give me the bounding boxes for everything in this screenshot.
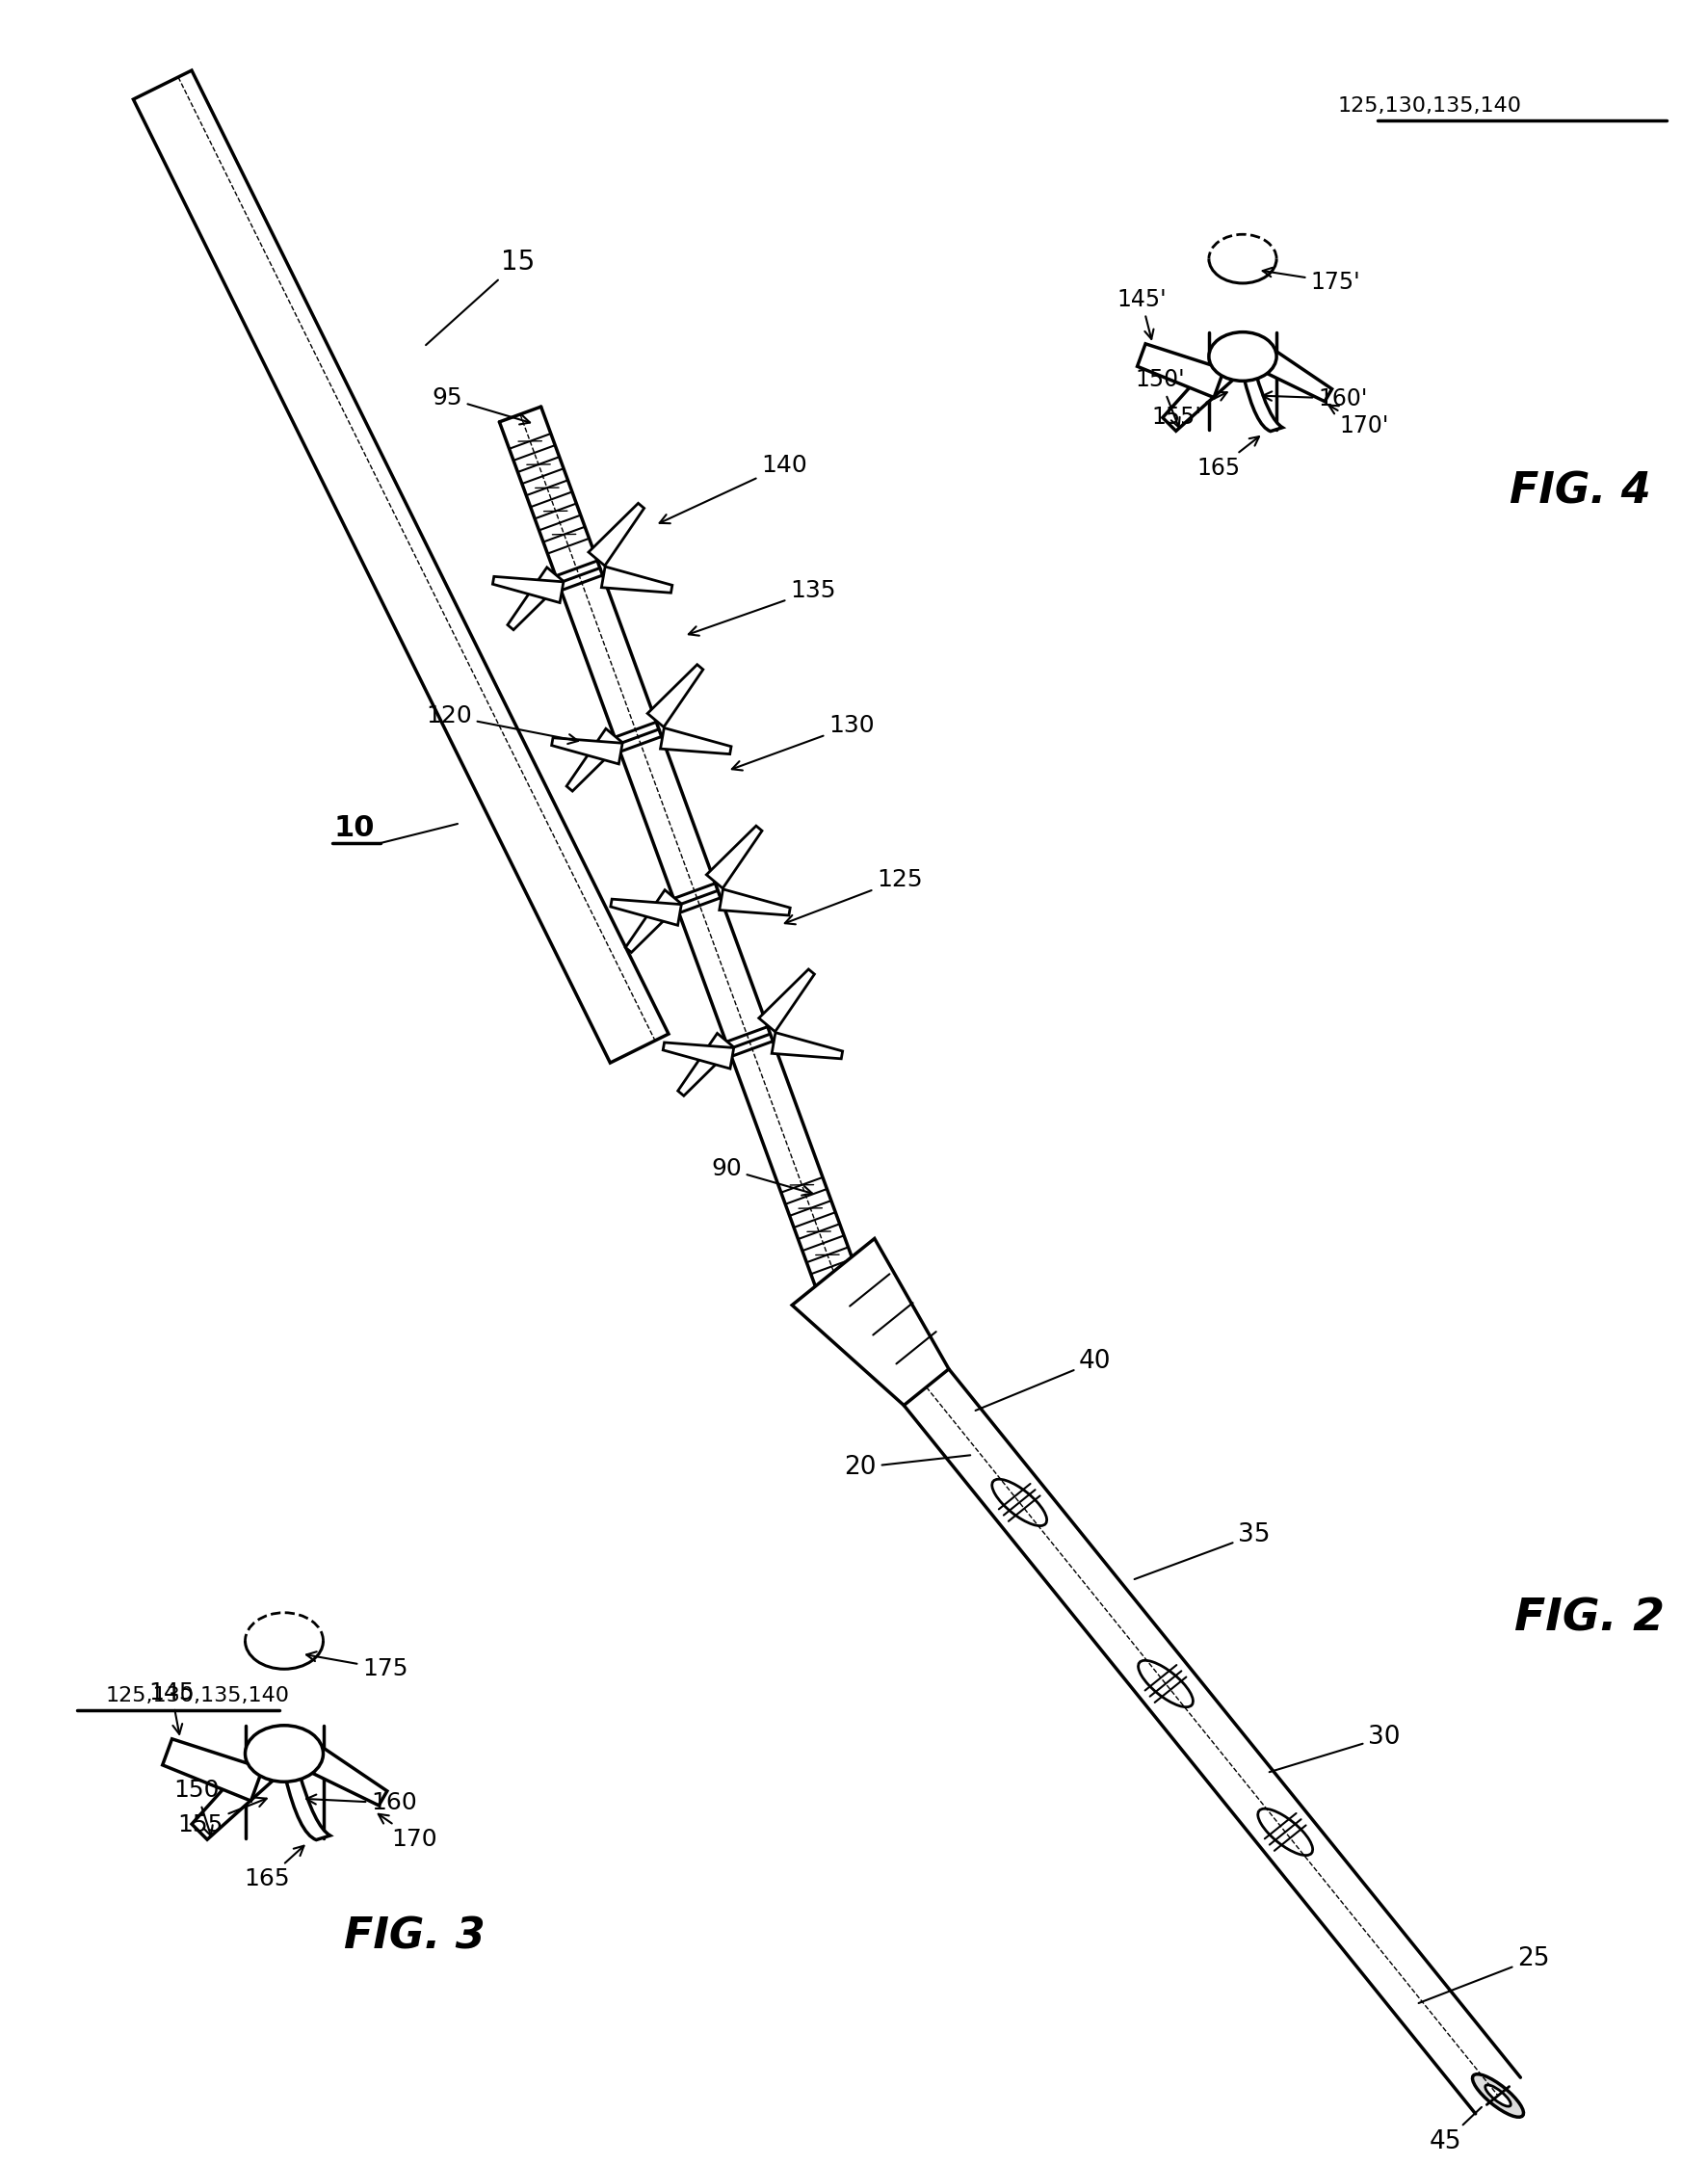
Polygon shape [663,1044,734,1070]
Polygon shape [772,1033,842,1059]
Text: FIG. 3: FIG. 3 [343,1916,485,1957]
Ellipse shape [1486,2085,1512,2107]
Text: 160: 160 [306,1793,417,1814]
Text: 20: 20 [844,1455,970,1481]
Polygon shape [567,730,622,790]
Text: 165: 165 [1197,437,1259,481]
Ellipse shape [1209,331,1276,381]
Polygon shape [309,1747,388,1806]
Polygon shape [647,665,704,727]
Text: 145': 145' [1117,288,1167,340]
Text: 170: 170 [379,1814,437,1851]
Polygon shape [719,890,791,916]
Text: 170': 170' [1329,405,1389,437]
Polygon shape [589,502,644,565]
Polygon shape [492,576,564,602]
Text: 40: 40 [975,1349,1112,1412]
Text: FIG. 4: FIG. 4 [1510,470,1650,513]
Polygon shape [610,898,681,924]
Text: 125: 125 [786,868,922,924]
Text: 155': 155' [1151,392,1226,429]
Polygon shape [1138,344,1225,398]
Text: 175: 175 [306,1652,408,1680]
Ellipse shape [1472,2074,1524,2117]
PathPatch shape [285,1771,330,1840]
PathPatch shape [1243,372,1283,431]
Text: 90: 90 [711,1156,813,1195]
Text: 95: 95 [432,385,529,424]
Text: 125,130,135,140: 125,130,135,140 [106,1687,290,1706]
Text: 150': 150' [1136,368,1185,427]
Polygon shape [601,567,673,593]
Polygon shape [625,890,681,953]
Polygon shape [1264,351,1332,401]
Text: 30: 30 [1269,1726,1401,1773]
Text: 10: 10 [335,814,376,842]
Polygon shape [758,970,815,1033]
Text: 160': 160' [1262,388,1368,409]
Polygon shape [793,1238,950,1405]
Polygon shape [162,1738,263,1801]
Text: 145: 145 [149,1682,195,1734]
Text: 25: 25 [1419,1946,1549,2003]
Polygon shape [552,738,622,764]
Text: 150: 150 [174,1780,219,1836]
Polygon shape [1163,362,1231,431]
Text: 125,130,135,140: 125,130,135,140 [1337,97,1522,115]
Polygon shape [661,727,731,753]
Polygon shape [133,71,668,1063]
Text: 140: 140 [659,455,808,524]
Text: 175': 175' [1262,268,1360,294]
Text: 45: 45 [1430,2107,1481,2154]
Text: 15: 15 [425,249,535,344]
Text: 135: 135 [688,578,835,637]
Text: FIG. 2: FIG. 2 [1515,1598,1665,1641]
Text: 155: 155 [178,1797,266,1836]
Ellipse shape [246,1726,323,1782]
Polygon shape [191,1760,272,1840]
Text: 120: 120 [425,704,577,745]
Polygon shape [707,825,762,888]
Text: 165: 165 [244,1847,304,1890]
Text: 130: 130 [733,714,874,771]
Polygon shape [678,1033,733,1095]
Text: 35: 35 [1134,1522,1271,1578]
Polygon shape [507,567,564,630]
